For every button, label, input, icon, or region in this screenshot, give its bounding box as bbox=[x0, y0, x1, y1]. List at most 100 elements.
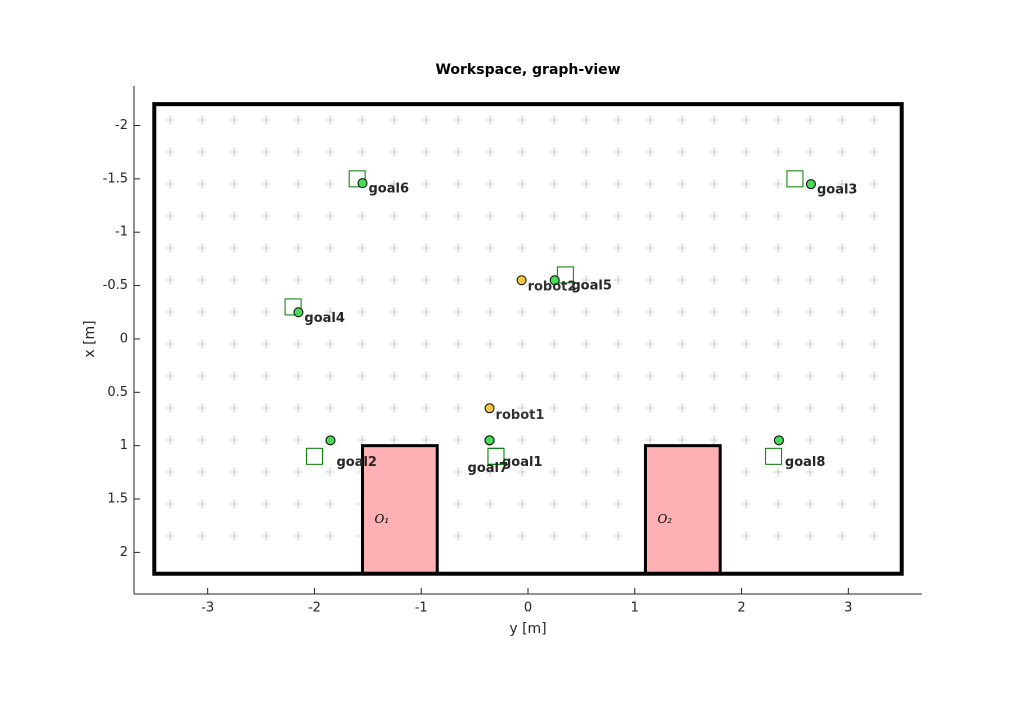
graph-node bbox=[742, 148, 750, 156]
graph-node bbox=[806, 532, 814, 540]
goal-label: goal5 bbox=[571, 279, 612, 294]
graph-node bbox=[230, 212, 238, 220]
graph-node bbox=[614, 212, 622, 220]
graph-node bbox=[582, 308, 590, 316]
goal-marker bbox=[773, 435, 784, 446]
graph-node bbox=[486, 532, 494, 540]
graph-node bbox=[806, 148, 814, 156]
graph-node bbox=[230, 404, 238, 412]
graph-node bbox=[390, 212, 398, 220]
graph-node bbox=[294, 148, 302, 156]
graph-node bbox=[486, 116, 494, 124]
graph-node bbox=[166, 116, 174, 124]
graph-node bbox=[550, 500, 558, 508]
graph-node bbox=[870, 372, 878, 380]
graph-node bbox=[518, 180, 526, 188]
graph-node bbox=[838, 212, 846, 220]
graph-node bbox=[262, 468, 270, 476]
graph-node bbox=[294, 372, 302, 380]
graph-node bbox=[262, 148, 270, 156]
graph-node bbox=[614, 340, 622, 348]
graph-node bbox=[486, 244, 494, 252]
goal-label: goal7 bbox=[468, 461, 509, 476]
graph-node bbox=[198, 500, 206, 508]
graph-node bbox=[390, 180, 398, 188]
graph-node bbox=[710, 372, 718, 380]
graph-node bbox=[838, 372, 846, 380]
graph-node bbox=[838, 404, 846, 412]
obstacle-label: O₂ bbox=[657, 512, 672, 526]
graph-node bbox=[166, 532, 174, 540]
graph-node bbox=[646, 276, 654, 284]
workspace-boundary bbox=[152, 102, 904, 576]
graph-node bbox=[774, 404, 782, 412]
graph-node bbox=[358, 148, 366, 156]
graph-node bbox=[614, 116, 622, 124]
graph-node bbox=[678, 308, 686, 316]
graph-node bbox=[326, 148, 334, 156]
graph-node bbox=[518, 436, 526, 444]
graph-node bbox=[838, 340, 846, 348]
graph-node bbox=[710, 180, 718, 188]
graph-node bbox=[550, 532, 558, 540]
graph-node bbox=[742, 372, 750, 380]
graph-node bbox=[390, 116, 398, 124]
x-tick-label: -1 bbox=[415, 601, 428, 616]
graph-node bbox=[166, 212, 174, 220]
graph-node bbox=[230, 500, 238, 508]
graph-node bbox=[550, 340, 558, 348]
graph-node bbox=[870, 404, 878, 412]
graph-node bbox=[774, 212, 782, 220]
graph-node bbox=[294, 468, 302, 476]
graph-node bbox=[198, 148, 206, 156]
graph-node bbox=[838, 500, 846, 508]
graph-node bbox=[198, 180, 206, 188]
graph-node bbox=[646, 436, 654, 444]
graph-node bbox=[230, 340, 238, 348]
graph-node bbox=[646, 308, 654, 316]
graph-node bbox=[614, 180, 622, 188]
graph-node bbox=[742, 244, 750, 252]
graph-node bbox=[742, 404, 750, 412]
graph-node bbox=[518, 212, 526, 220]
graph-node bbox=[550, 116, 558, 124]
graph-node bbox=[806, 116, 814, 124]
graph-node bbox=[166, 180, 174, 188]
graph-node bbox=[198, 116, 206, 124]
chart-title: Workspace, graph-view bbox=[435, 62, 620, 78]
graph-node bbox=[390, 148, 398, 156]
graph-node bbox=[422, 180, 430, 188]
graph-node bbox=[582, 532, 590, 540]
graph-node bbox=[486, 276, 494, 284]
y-tick-label: -2 bbox=[115, 118, 128, 133]
graph-node bbox=[774, 148, 782, 156]
x-tick-label: 3 bbox=[844, 601, 852, 616]
graph-node bbox=[230, 532, 238, 540]
graph-node bbox=[422, 148, 430, 156]
graph-node bbox=[422, 116, 430, 124]
graph-node bbox=[806, 244, 814, 252]
graph-node bbox=[806, 468, 814, 476]
goal-target bbox=[765, 447, 783, 465]
graph-node bbox=[774, 276, 782, 284]
graph-node bbox=[806, 500, 814, 508]
graph-node bbox=[262, 308, 270, 316]
graph-node bbox=[198, 436, 206, 444]
graph-node bbox=[742, 276, 750, 284]
graph-node bbox=[454, 468, 462, 476]
graph-node bbox=[358, 116, 366, 124]
graph-node bbox=[678, 116, 686, 124]
graph-node bbox=[710, 148, 718, 156]
graph-node bbox=[614, 468, 622, 476]
graph-node bbox=[358, 404, 366, 412]
graph-node bbox=[390, 276, 398, 284]
graph-node bbox=[870, 340, 878, 348]
graph-node bbox=[710, 276, 718, 284]
graph-node bbox=[422, 212, 430, 220]
graph-node bbox=[550, 404, 558, 412]
graph-node bbox=[870, 212, 878, 220]
graph-node bbox=[678, 244, 686, 252]
graph-node bbox=[454, 308, 462, 316]
graph-node bbox=[518, 308, 526, 316]
graph-node bbox=[230, 436, 238, 444]
